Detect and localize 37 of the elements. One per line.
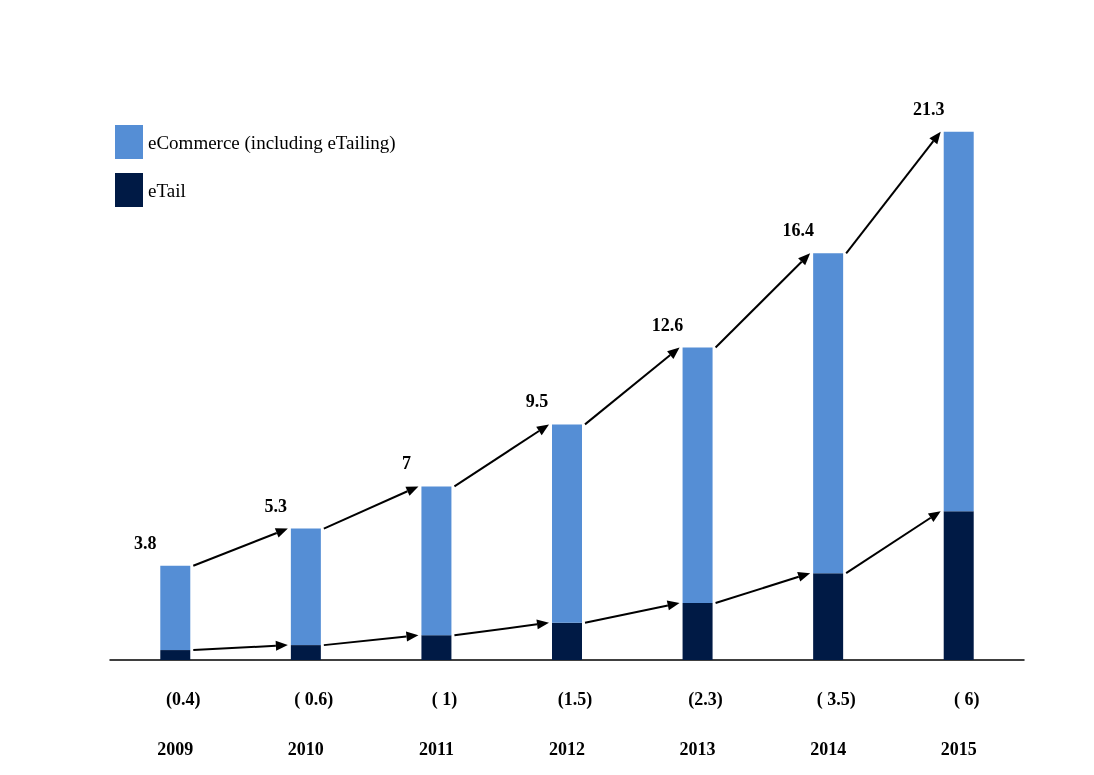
total-label: 9.5	[525, 391, 549, 412]
total-label: 3.8	[134, 532, 157, 553]
total-label: 5.3	[264, 495, 288, 516]
data-label: ( 3.5)	[816, 689, 856, 710]
data-label: (1.5)	[557, 689, 593, 710]
data-label: (0.4)	[166, 689, 201, 710]
x-tick-label: 2014	[810, 739, 847, 759]
bar	[682, 347, 713, 603]
bar	[160, 650, 191, 660]
bar	[552, 424, 582, 623]
bar	[421, 486, 452, 636]
total-label: 16.4	[782, 220, 814, 241]
data-label: ( 6)	[953, 689, 980, 710]
bar	[943, 131, 974, 512]
data-label: ( 1)	[431, 689, 458, 710]
bar	[682, 602, 713, 660]
bar	[813, 573, 844, 660]
total-label: 21.3	[912, 98, 945, 119]
x-tick-label: 2009	[157, 739, 194, 759]
x-tick-label: 2011	[418, 739, 454, 759]
bar	[943, 511, 974, 660]
x-tick-label: 2013	[679, 739, 716, 759]
legend-label: eTail	[148, 179, 186, 201]
legend-label: eCommerce (including eTailing)	[148, 131, 396, 154]
bar	[290, 645, 321, 660]
bar	[290, 528, 321, 646]
total-label: 12.6	[651, 314, 684, 335]
x-tick-label: 2012	[549, 739, 585, 759]
x-tick-label: 2010	[287, 739, 324, 759]
data-label: (2.3)	[688, 689, 723, 710]
data-label: ( 0.6)	[294, 689, 334, 710]
bar	[813, 253, 844, 574]
x-tick-label: 2015	[940, 739, 977, 759]
total-label: 7	[401, 453, 411, 474]
bar	[552, 622, 582, 660]
bar	[421, 635, 452, 660]
bar	[160, 565, 191, 651]
